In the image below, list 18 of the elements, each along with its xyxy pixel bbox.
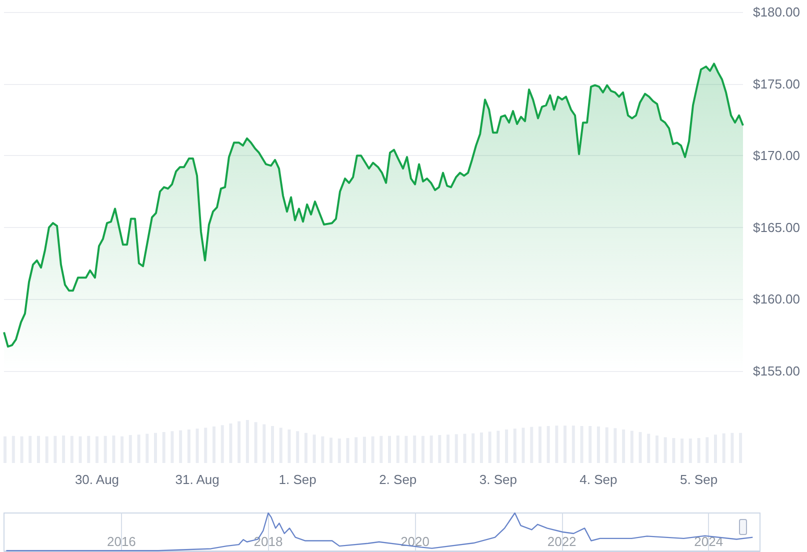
x-tick-label: 2024 bbox=[694, 534, 724, 549]
x-tick-label: 31. Aug bbox=[175, 472, 220, 487]
x-tick-label: 30. Aug bbox=[74, 472, 120, 487]
x-tick-label: 2018 bbox=[254, 534, 283, 549]
y-tick-label: $160.00 bbox=[753, 292, 800, 307]
x-tick-label: 2016 bbox=[106, 534, 136, 549]
x-tick-label: 2022 bbox=[547, 534, 576, 549]
x-tick-label: 4. Sep bbox=[580, 472, 618, 487]
x-tick-label: 2020 bbox=[400, 534, 430, 549]
x-tick-label: 2. Sep bbox=[379, 472, 417, 487]
y-tick-label: $175.00 bbox=[753, 76, 800, 92]
y-tick-label: $180.00 bbox=[753, 4, 800, 20]
y-tick-label: $165.00 bbox=[753, 220, 800, 235]
x-tick-label: 3. Sep bbox=[479, 472, 517, 487]
x-tick-label: 1. Sep bbox=[278, 472, 316, 487]
x-tick-label: 5. Sep bbox=[680, 472, 718, 487]
y-tick-label: $155.00 bbox=[753, 364, 800, 378]
y-tick-label: $170.00 bbox=[753, 148, 800, 164]
